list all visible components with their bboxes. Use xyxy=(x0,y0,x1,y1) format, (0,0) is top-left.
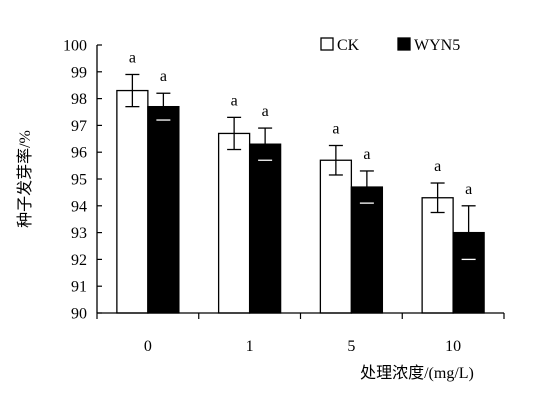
bar-ck xyxy=(116,89,149,314)
significance-label: a xyxy=(231,92,238,109)
bar-ck xyxy=(319,159,353,314)
significance-label: a xyxy=(363,146,370,163)
plot-area: a a a a a a a a xyxy=(116,49,485,314)
y-tick-label: 93 xyxy=(71,225,87,242)
y-tick-label: 100 xyxy=(63,38,87,55)
bar-wyn5 xyxy=(147,105,180,314)
y-tick-label: 94 xyxy=(71,198,87,215)
significance-label: a xyxy=(465,181,472,198)
y-ticks: 90 91 92 93 94 95 96 97 98 99 100 xyxy=(63,38,102,323)
x-tick-label: 10 xyxy=(445,338,461,355)
x-tick-label: 1 xyxy=(246,338,254,355)
y-tick-label: 92 xyxy=(71,252,87,269)
bar-wyn5 xyxy=(350,186,384,314)
legend-label-ck: CK xyxy=(337,37,360,54)
legend-label-wyn5: WYN5 xyxy=(414,37,460,54)
x-tick-label: 0 xyxy=(144,338,152,355)
y-tick-label: 90 xyxy=(71,306,87,323)
significance-label: a xyxy=(262,103,269,120)
y-tick-label: 98 xyxy=(71,91,87,108)
y-tick-label: 91 xyxy=(71,279,87,296)
legend-swatch-ck xyxy=(320,37,334,51)
significance-label: a xyxy=(434,158,441,175)
legend-swatch-wyn5 xyxy=(397,37,411,51)
x-ticks: 0 1 5 10 xyxy=(96,313,505,355)
significance-label: a xyxy=(160,68,167,85)
significance-label: a xyxy=(129,49,136,66)
y-tick-label: 99 xyxy=(71,64,87,81)
y-tick-label: 97 xyxy=(71,118,87,135)
x-axis-title: 处理浓度/(mg/L) xyxy=(360,364,474,382)
y-axis-title: 种子发芽率/% xyxy=(16,130,34,228)
bar-wyn5 xyxy=(248,143,282,314)
legend: CK WYN5 xyxy=(320,37,460,54)
x-tick-label: 5 xyxy=(347,338,355,355)
significance-label: a xyxy=(332,121,339,138)
y-tick-label: 96 xyxy=(71,145,87,162)
y-tick-label: 95 xyxy=(71,172,87,189)
bar-ck xyxy=(421,197,454,314)
bar-ck xyxy=(217,132,251,314)
